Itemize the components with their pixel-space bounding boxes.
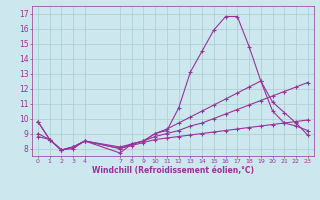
X-axis label: Windchill (Refroidissement éolien,°C): Windchill (Refroidissement éolien,°C): [92, 166, 254, 175]
